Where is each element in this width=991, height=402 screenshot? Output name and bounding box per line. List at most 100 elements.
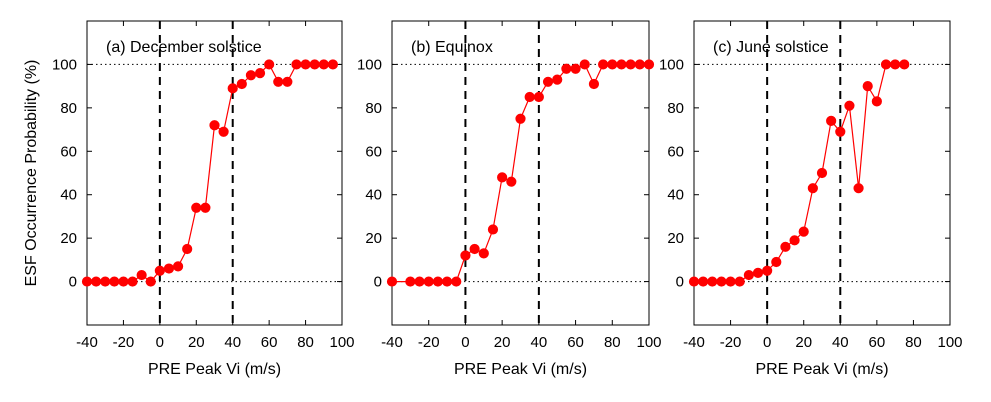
data-point [209, 120, 220, 131]
y-tick-label: 100 [52, 56, 77, 73]
plot-frame [86, 20, 343, 326]
data-point [725, 276, 736, 287]
x-tick-label: 40 [832, 334, 849, 351]
x-tick-label: -40 [683, 334, 705, 351]
data-point [515, 113, 526, 124]
data-point [698, 276, 709, 287]
data-point [826, 115, 837, 126]
x-tick-label: 100 [937, 334, 962, 351]
data-point [743, 269, 754, 281]
y-tick-label: 60 [365, 143, 382, 160]
y-tick-label: 80 [365, 100, 382, 117]
data-point [273, 76, 284, 87]
data-point [771, 256, 782, 268]
data-point [154, 265, 165, 276]
y-tick-label: 80 [667, 100, 684, 117]
data-point [432, 276, 443, 287]
data-point [634, 59, 645, 70]
data-point [789, 235, 800, 246]
data-point [145, 276, 156, 287]
data-point [441, 276, 453, 287]
panel-2: -40 -20 0 20 40 60 80 100 0 20 40 60 80 100 (c) June s… [659, 20, 963, 378]
x-axis-label: PRE Peak Vi (m/s) [148, 361, 281, 378]
data-point [780, 241, 791, 252]
x-tick-label: 0 [156, 334, 164, 351]
data-point [616, 59, 627, 70]
panel-title: (b) Equinox [411, 39, 493, 56]
data-point [172, 261, 184, 272]
data-point [254, 68, 266, 79]
panel-0: -40 -20 0 20 40 60 80 100 0 20 40 60 80 100 (a) Decemb… [23, 20, 355, 378]
data-point [291, 59, 302, 70]
y-tick-label: 20 [365, 230, 382, 247]
data-point [318, 59, 329, 70]
x-axis-label: PRE Peak Vi (m/s) [454, 361, 587, 378]
data-point [871, 96, 882, 107]
data-point [506, 176, 517, 187]
y-axis-label: ESF Occurrence Probability (%) [23, 60, 40, 287]
data-point [734, 276, 745, 287]
x-axis-label: PRE Peak Vi (m/s) [755, 361, 888, 378]
x-tick-label: -20 [720, 334, 742, 351]
data-point [327, 59, 338, 70]
data-point [227, 83, 238, 94]
x-tick-label: 0 [461, 334, 469, 351]
data-point [752, 267, 764, 278]
data-point [561, 63, 572, 74]
data-point [91, 276, 102, 287]
data-point [478, 248, 489, 259]
data-point [625, 59, 636, 70]
data-point [688, 276, 700, 287]
data-point [533, 91, 544, 103]
data-point [816, 167, 828, 179]
data-point [405, 276, 416, 287]
data-point [414, 276, 425, 287]
x-tick-label: 60 [261, 334, 278, 351]
x-tick-label: -40 [381, 334, 403, 351]
data-point [236, 78, 247, 90]
data-point [862, 81, 873, 92]
y-tick-label: 0 [69, 274, 77, 291]
data-point [300, 59, 311, 70]
data-point [282, 76, 293, 87]
data-point [218, 126, 229, 137]
y-tick-label: 60 [60, 143, 77, 160]
y-tick-label: 60 [667, 143, 684, 160]
data-point [487, 224, 499, 235]
y-tick-label: 80 [60, 100, 77, 117]
data-point [880, 59, 892, 70]
data-point [762, 265, 773, 276]
x-tick-label: 20 [795, 334, 812, 351]
data-point [497, 172, 508, 183]
data-point [899, 59, 910, 70]
data-point [460, 250, 471, 261]
y-tick-label: 100 [659, 56, 684, 73]
data-point [200, 202, 211, 213]
data-point [182, 243, 193, 255]
y-tick-label: 40 [667, 187, 684, 204]
data-point [844, 100, 855, 111]
y-tick-label: 100 [357, 56, 382, 73]
data-point [451, 276, 462, 287]
x-tick-label: 40 [531, 334, 548, 351]
data-point [598, 59, 609, 70]
data-point [835, 126, 846, 137]
x-tick-label: 100 [329, 334, 354, 351]
data-point [579, 59, 590, 70]
x-tick-label: -20 [418, 334, 440, 351]
data-point [163, 263, 175, 274]
data-point [245, 70, 257, 81]
x-tick-label: 80 [905, 334, 922, 351]
data-point [542, 76, 554, 87]
x-tick-label: 20 [494, 334, 511, 351]
x-tick-label: 80 [604, 334, 621, 351]
data-point [853, 183, 864, 194]
data-point [81, 276, 93, 287]
x-tick-label: -40 [76, 334, 98, 351]
x-tick-label: 80 [297, 334, 314, 351]
data-point [607, 59, 618, 70]
x-tick-label: 40 [224, 334, 241, 351]
data-point [707, 276, 718, 287]
data-point [469, 243, 480, 255]
